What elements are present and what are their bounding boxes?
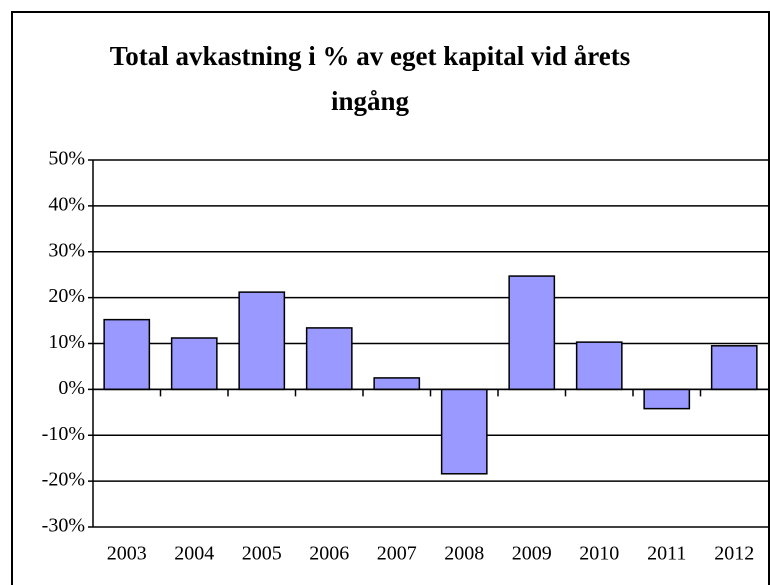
- x-tick-label: 2010: [579, 543, 619, 565]
- bar: [373, 377, 421, 391]
- bar: [575, 341, 623, 391]
- bar: [170, 337, 218, 391]
- bar: [103, 318, 151, 391]
- y-tick-label: 50%: [48, 148, 85, 170]
- x-tick-label: 2005: [242, 543, 282, 565]
- chart-title: Total avkastning i % av eget kapital vid…: [109, 41, 631, 116]
- bar: [305, 327, 353, 391]
- x-tick-label: 2007: [377, 543, 417, 565]
- y-tick-label: 30%: [48, 239, 85, 261]
- y-tick-label: -20%: [42, 469, 85, 491]
- y-tick-label: -10%: [42, 423, 85, 445]
- x-tick-label: 2012: [714, 543, 754, 565]
- y-tick-label: 40%: [48, 193, 85, 215]
- x-tick-label: 2009: [512, 543, 552, 565]
- x-tick-label: 2003: [107, 543, 147, 565]
- x-tick-label: 2011: [647, 543, 686, 565]
- x-tick-label: 2008: [444, 543, 484, 565]
- y-tick-label: 20%: [48, 285, 85, 307]
- chart-border: [11, 11, 770, 585]
- bar: [710, 345, 758, 391]
- bar: [238, 291, 286, 391]
- bar: [643, 388, 691, 410]
- y-tick-label: 0%: [58, 377, 85, 399]
- y-tick-label: -30%: [42, 515, 85, 537]
- bar: [440, 388, 488, 475]
- x-tick-label: 2006: [309, 543, 349, 565]
- y-tick-label: 10%: [48, 331, 85, 353]
- bar: [508, 275, 556, 391]
- x-tick-label: 2004: [174, 543, 214, 565]
